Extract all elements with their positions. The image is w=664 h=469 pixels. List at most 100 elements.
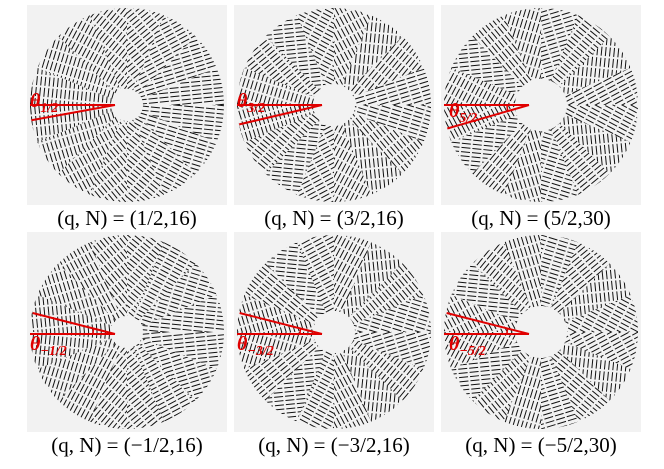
director-line: [58, 105, 79, 143]
director-line: [127, 119, 165, 196]
caption: (q, N) = (1/2,16): [57, 206, 197, 230]
angle-arc: [299, 104, 302, 111]
director-line: [550, 15, 610, 87]
director-line: [248, 105, 306, 143]
director-line: [141, 105, 224, 119]
director-line: [63, 67, 84, 105]
director-line: [138, 111, 211, 166]
director-line: [127, 119, 165, 202]
director-line: [374, 119, 395, 195]
director-line: [30, 67, 50, 105]
director-line: [138, 111, 213, 158]
director-line: [503, 8, 538, 81]
director-line: [141, 105, 223, 123]
director-line: [394, 242, 403, 318]
director-line: [296, 124, 334, 202]
director-line: [589, 114, 610, 174]
director-line: [133, 366, 196, 422]
director-line: [348, 263, 424, 324]
director-line: [565, 332, 638, 370]
director-line: [265, 376, 326, 397]
director-line: [296, 124, 334, 202]
director-line: [451, 280, 523, 301]
theta-subscript: 3/2: [246, 101, 265, 116]
director-line: [237, 105, 294, 143]
director-line: [351, 124, 372, 202]
sector: [237, 105, 315, 143]
director-line: [141, 107, 223, 128]
director-line: [133, 355, 196, 422]
director-line: [541, 235, 579, 284]
director-line: [348, 340, 424, 401]
director-line: [348, 113, 423, 159]
director-line: [133, 343, 196, 422]
director-line: [451, 57, 523, 78]
director-line: [541, 235, 579, 276]
director-line: [353, 105, 431, 122]
director-line: [141, 332, 224, 350]
director-line: [348, 340, 424, 401]
director-line: [65, 254, 121, 321]
director-line: [444, 294, 517, 332]
director-line: [482, 27, 532, 87]
director-line: [54, 67, 75, 105]
director-line: [541, 270, 579, 308]
caption: (q, N) = (−3/2,16): [258, 433, 409, 457]
director-line: [343, 124, 372, 202]
director-line: [133, 242, 196, 321]
director-line: [141, 338, 224, 359]
director-line: [541, 235, 579, 292]
director-line: [353, 105, 429, 130]
director-line: [348, 263, 424, 324]
director-line: [602, 114, 623, 174]
theta-label: θ5/2: [449, 100, 477, 126]
director-line: [444, 294, 517, 332]
director-line: [265, 389, 326, 410]
director-line: [478, 29, 532, 87]
director-line: [345, 119, 366, 195]
director-line: [250, 340, 320, 385]
director-line: [550, 247, 598, 314]
director-line: [88, 67, 109, 105]
director-line: [237, 105, 278, 143]
director-line: [565, 105, 638, 125]
director-line: [133, 242, 196, 321]
director-line: [348, 340, 416, 401]
director-line: [541, 235, 579, 280]
director-line: [565, 332, 638, 370]
director-line: [334, 242, 372, 313]
director-line: [451, 288, 523, 309]
director-line: [541, 356, 579, 414]
director-line: [541, 246, 579, 304]
director-line: [520, 356, 541, 428]
director-line: [272, 67, 315, 105]
director-line: [550, 123, 610, 195]
director-line: [348, 263, 424, 324]
director-line: [550, 15, 610, 87]
director-line: [334, 235, 358, 313]
theta-symbol: θ: [237, 333, 248, 355]
director-line: [76, 248, 121, 321]
director-line: [550, 260, 609, 314]
director-line: [565, 105, 633, 140]
director-line: [357, 119, 378, 195]
director-line: [348, 263, 416, 324]
director-line: [133, 242, 196, 312]
director-line: [133, 242, 196, 298]
director-line: [37, 263, 87, 326]
director-line: [585, 114, 606, 174]
director-line: [237, 67, 294, 105]
director-line: [348, 263, 424, 324]
director-line: [353, 343, 431, 370]
director-line: [528, 356, 541, 429]
director-line: [133, 271, 196, 321]
director-line: [127, 119, 165, 200]
director-line: [340, 124, 372, 202]
director-line: [133, 116, 192, 192]
director-line: [565, 332, 638, 370]
panel: θ5/2(q, N) = (5/2,30): [441, 5, 641, 230]
director-line: [133, 116, 196, 170]
director-line: [451, 45, 523, 66]
director-line: [348, 263, 424, 324]
